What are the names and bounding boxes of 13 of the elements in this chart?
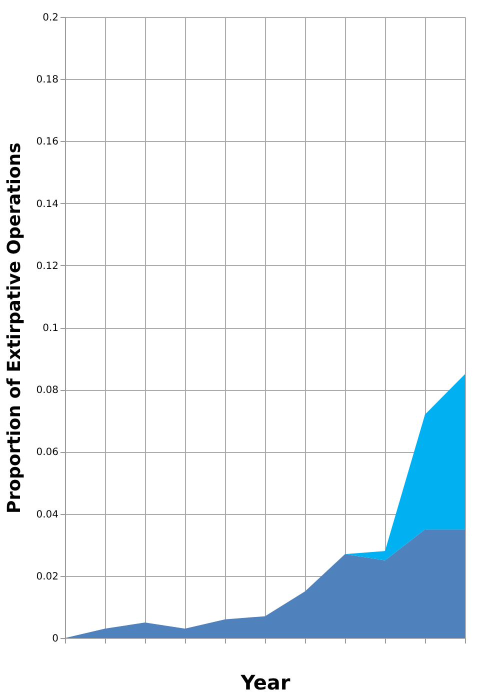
y-tick-label: 0.06	[36, 447, 58, 458]
y-tick-label: 0.16	[36, 136, 58, 148]
y-tick-label: 0.18	[36, 74, 58, 86]
y-axis-title: Proportion of Extirpative Operations	[4, 142, 26, 514]
y-tick-label: 0.02	[36, 571, 58, 582]
y-tick-label: 0.12	[36, 260, 58, 272]
y-tick-label: 0.14	[36, 198, 58, 210]
x-axis-title: Year	[240, 670, 290, 692]
y-tick-label: 0.1	[42, 323, 58, 334]
y-tick-label: 0.04	[36, 509, 58, 520]
y-tick-label: 0.08	[36, 385, 58, 396]
y-tick-label: 0.2	[42, 12, 58, 24]
y-tick-label: 0	[52, 634, 58, 644]
